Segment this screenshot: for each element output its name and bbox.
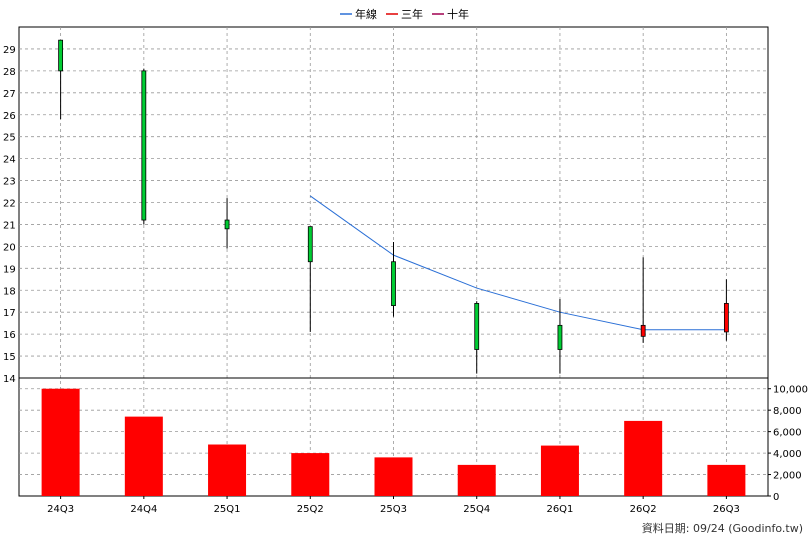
price-tick-label: 26 [3, 111, 16, 122]
price-tick-label: 16 [3, 330, 16, 341]
x-tick-label: 25Q2 [297, 504, 324, 515]
volume-bar [124, 416, 163, 496]
x-tick-label: 25Q3 [380, 504, 407, 515]
volume-bar [208, 444, 247, 496]
volume-panel: 0 2,000 4,000 6,000 8,000 10,000 [18, 377, 808, 503]
x-tick-label: 26Q3 [713, 504, 740, 515]
volume-tick-label: 10,000 [773, 385, 808, 396]
data-date-footer: 資料日期: 09/24 (Goodinfo.tw) [642, 521, 803, 535]
x-tick-label: 24Q3 [47, 504, 74, 515]
x-tick-label: 26Q1 [546, 504, 573, 515]
candle-body [58, 39, 64, 72]
candle-body [141, 70, 147, 221]
candle-body [640, 324, 646, 337]
volume-tick-label: 2,000 [773, 471, 802, 482]
volume-bar [374, 457, 413, 496]
price-tick-label: 17 [3, 308, 16, 319]
price-tick-label: 14 [3, 374, 16, 385]
price-tick-label: 15 [3, 352, 16, 363]
volume-bar [707, 464, 746, 496]
x-tick-label: 25Q4 [463, 504, 490, 515]
price-tick-label: 25 [3, 133, 16, 144]
volume-bar [624, 420, 663, 496]
price-tick-label: 27 [3, 89, 16, 100]
volume-bar [291, 453, 330, 496]
x-tick-label: 25Q1 [214, 504, 241, 515]
x-tick-label: 24Q4 [130, 504, 157, 515]
candle-body [474, 303, 480, 350]
candle-body [307, 226, 313, 263]
price-tick-label: 19 [3, 264, 16, 275]
price-tick-label: 20 [3, 242, 16, 253]
volume-tick-label: 4,000 [773, 449, 802, 460]
x-axis: 24Q3 24Q4 25Q1 25Q2 25Q3 25Q4 26Q1 26Q2 26Q3 [47, 496, 740, 515]
legend: 年線 三年 十年 [340, 7, 469, 21]
price-tick-label: 24 [3, 155, 16, 166]
volume-tick-label: 6,000 [773, 428, 802, 439]
volume-bar [41, 388, 80, 496]
volume-tick-label: 8,000 [773, 406, 802, 417]
price-panel: 14 15 16 17 18 19 20 21 22 23 24 25 26 27 28 29 [3, 26, 769, 496]
volume-bar [540, 445, 579, 496]
price-tick-label: 22 [3, 199, 16, 210]
candle-body [723, 303, 729, 333]
price-tick-label: 29 [3, 45, 16, 56]
volume-tick-label: 0 [773, 492, 779, 503]
volume-bar [457, 464, 496, 496]
annual-ma-line [309, 195, 727, 331]
legend-label: 三年 [401, 7, 423, 21]
price-tick-label: 21 [3, 220, 16, 231]
candle-body [391, 261, 396, 307]
candle-body [224, 219, 230, 230]
price-tick-label: 28 [3, 67, 16, 78]
price-tick-label: 18 [3, 286, 16, 297]
price-tick-label: 23 [3, 177, 16, 188]
legend-label: 年線 [355, 7, 377, 21]
candle-body [557, 324, 563, 350]
x-tick-label: 26Q2 [630, 504, 657, 515]
legend-label: 十年 [447, 7, 469, 21]
